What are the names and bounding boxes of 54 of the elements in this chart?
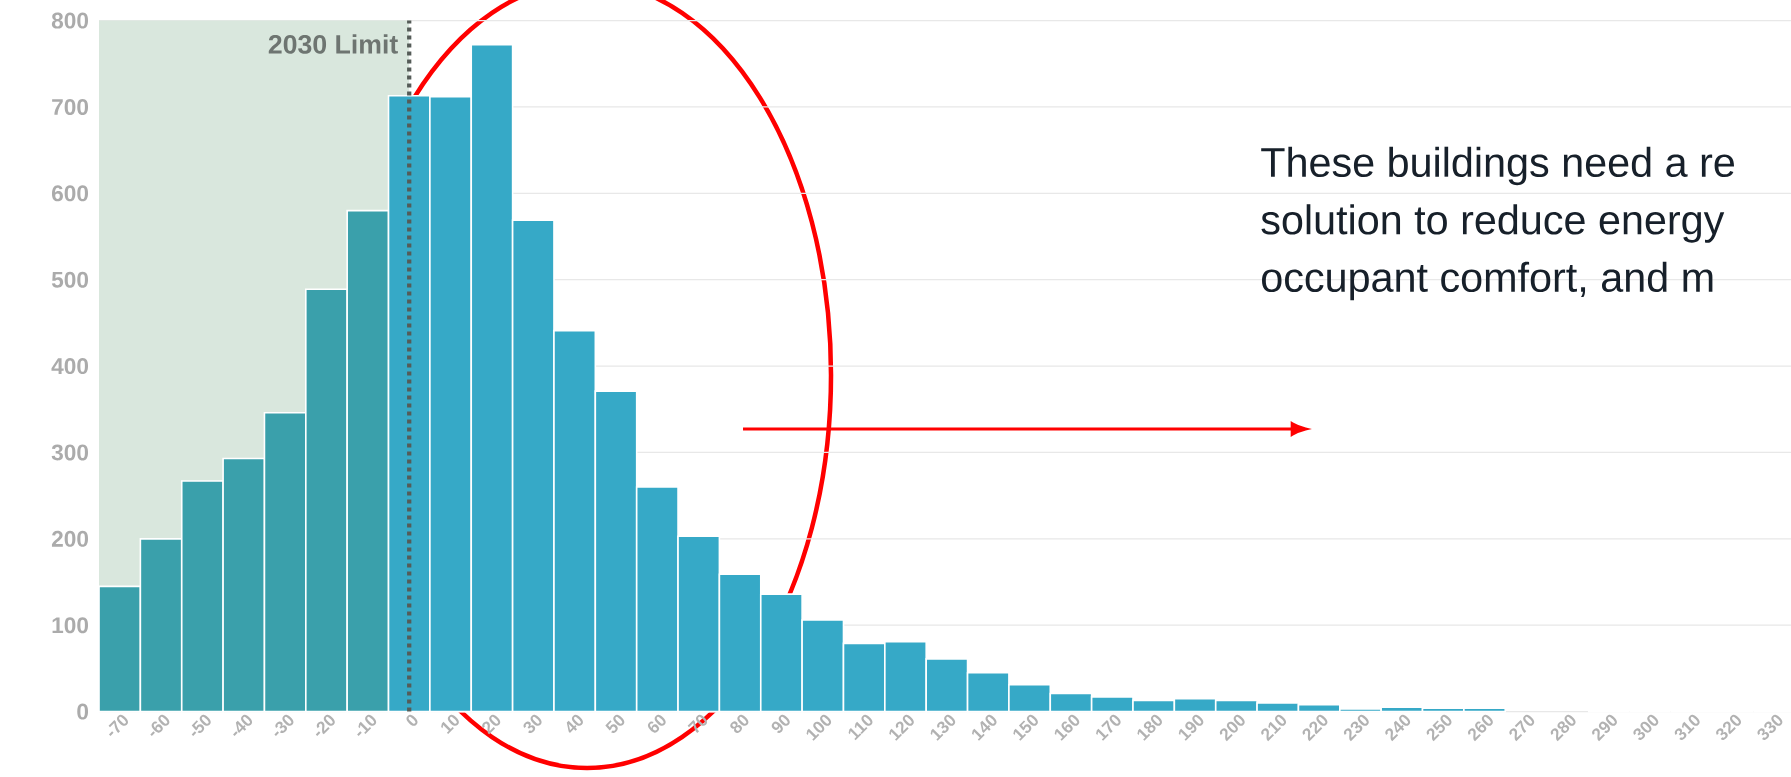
x-tick-label: 100 [806, 714, 832, 741]
x-tick-label: -40 [233, 714, 253, 736]
x-tick-label: 170 [1096, 714, 1121, 741]
x-tick-label: 250 [1426, 714, 1452, 742]
x-tick-label: 330 [1757, 714, 1783, 740]
y-tick-label: 400 [51, 358, 89, 375]
x-tick-label: 20 [482, 714, 501, 735]
x-tick-label: 30 [523, 714, 542, 734]
x-tick-label: 150 [1013, 714, 1038, 741]
x-tick-label: 180 [1137, 714, 1162, 741]
x-tick-label: 310 [1674, 714, 1700, 740]
x-tick-label: 120 [889, 714, 914, 741]
x-tick-label: 290 [1592, 714, 1617, 742]
y-tick-label: 600 [51, 185, 89, 202]
x-tick-label: -60 [150, 714, 170, 736]
y-tick-label: 500 [51, 271, 89, 288]
y-tick-label: 200 [51, 530, 89, 547]
annotation: solution to reduce energy [1261, 204, 1725, 243]
x-tick-label: 300 [1633, 714, 1659, 740]
x-tick-label: 70 [687, 714, 708, 734]
x-tick-label: 80 [730, 714, 749, 734]
x-tick-label: -50 [191, 714, 211, 736]
x-tick-label: 40 [566, 714, 583, 733]
x-tick-label: 230 [1343, 714, 1369, 742]
y-tick-label: 300 [51, 444, 89, 461]
x-tick-label: 270 [1509, 714, 1535, 742]
x-tick-label: 280 [1550, 714, 1576, 742]
x-tick-label: -30 [274, 714, 294, 736]
x-tick-label: 190 [1178, 714, 1204, 741]
x-tick-label: 220 [1302, 714, 1328, 742]
x-tick-label: 110 [848, 714, 873, 741]
y-tick-label: 800 [51, 12, 89, 29]
y-tick-label: 700 [52, 98, 89, 115]
x-tick-label: 160 [1054, 714, 1080, 741]
annotation: These buildings need a re [1261, 146, 1734, 186]
y-tick-label: 0 [77, 703, 89, 720]
x-tick-label: 260 [1467, 714, 1493, 742]
x-tick-label: 200 [1219, 714, 1245, 742]
x-tick-label: 140 [972, 714, 997, 741]
x-tick-label: 130 [930, 714, 956, 741]
x-tick-label: 10 [441, 714, 459, 735]
x-tick-label: 90 [771, 714, 790, 733]
x-tick-label: -10 [357, 714, 377, 736]
x-tick-label: -70 [108, 714, 128, 736]
x-tick-label: 210 [1261, 714, 1287, 742]
x-tick-label: -20 [315, 714, 335, 736]
x-tick-label: 60 [647, 714, 666, 733]
x-tick-label: 240 [1385, 714, 1411, 742]
x-tick-label: 50 [605, 714, 625, 734]
y-tick-label: 100 [52, 617, 89, 634]
x-tick-label: 320 [1716, 714, 1742, 740]
annotation: occupant comfort, and m [1262, 261, 1713, 301]
ref-line-label: 2030 Limit [268, 34, 398, 54]
x-tick-label: 0 [406, 714, 418, 726]
